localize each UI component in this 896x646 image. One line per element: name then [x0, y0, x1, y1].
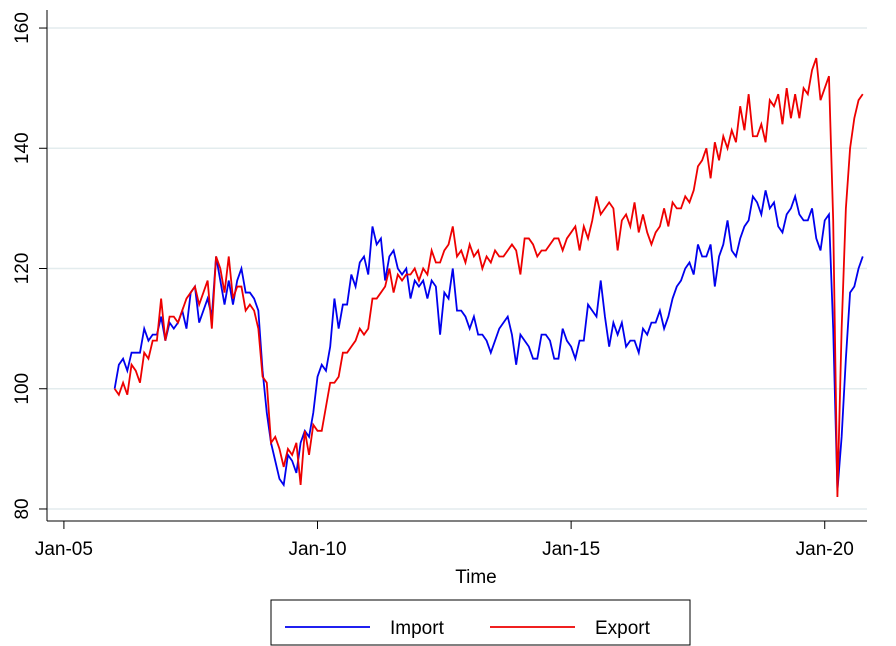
legend-label: Import [390, 618, 445, 639]
line-series [113, 57, 864, 497]
y-tick-label: 160 [12, 12, 33, 44]
x-tick-label: Jan-20 [796, 539, 854, 560]
line-series [113, 190, 864, 492]
legend-label: Export [595, 618, 651, 639]
y-tick-label: 80 [12, 498, 33, 519]
x-tick-label: Jan-10 [288, 539, 346, 560]
y-tick-label: 120 [12, 253, 33, 285]
x-tick-label: Jan-15 [542, 539, 600, 560]
y-tick-label: 140 [12, 132, 33, 164]
x-tick-label: Jan-05 [35, 539, 93, 560]
y-tick-label: 100 [12, 373, 33, 405]
legend-box [270, 599, 691, 646]
x-axis-label: Time [455, 567, 497, 588]
